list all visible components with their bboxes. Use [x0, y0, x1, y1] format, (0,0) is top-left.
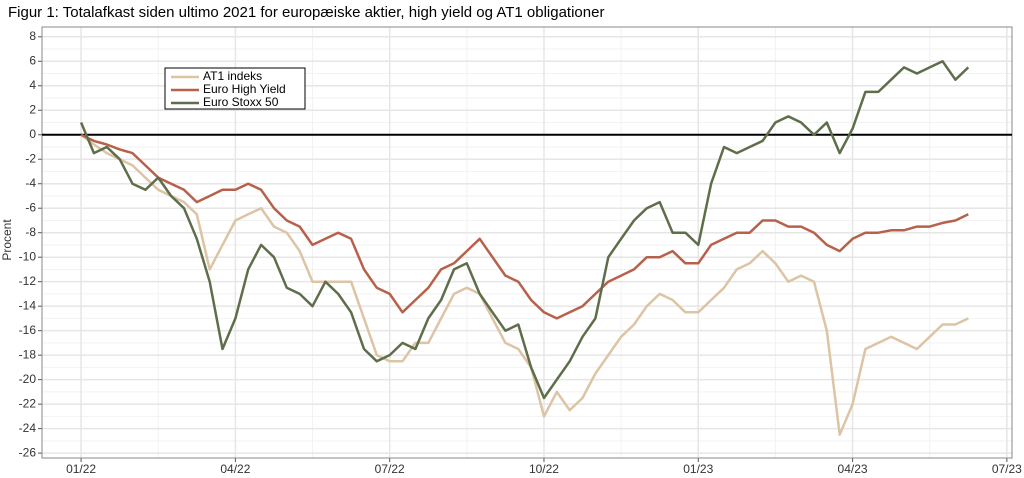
- y-tick-label: -2: [25, 151, 36, 165]
- y-tick-label: -12: [19, 274, 37, 288]
- y-tick-label: 8: [29, 29, 36, 43]
- legend-label: Euro Stoxx 50: [203, 95, 279, 109]
- y-tick-label: 4: [29, 78, 36, 92]
- x-tick-label: 10/22: [529, 462, 559, 476]
- y-tick-label: -20: [19, 372, 37, 386]
- y-tick-label: -26: [19, 445, 37, 459]
- y-tick-label: -24: [19, 421, 37, 435]
- y-tick-label: -10: [19, 249, 37, 263]
- lines: [79, 60, 970, 436]
- series-line: [80, 133, 969, 320]
- x-tick-label: 07/22: [375, 462, 405, 476]
- y-tick-label: -14: [19, 298, 37, 312]
- y-tick-label: -22: [19, 396, 37, 410]
- x-tick-label: 01/22: [66, 462, 96, 476]
- y-tick-label: -16: [19, 323, 37, 337]
- x-tick-label: 04/22: [220, 462, 250, 476]
- x-tick-label: 04/23: [838, 462, 868, 476]
- series-line: [80, 133, 969, 436]
- legend-label: Euro High Yield: [203, 82, 286, 96]
- y-axis-label: Procent: [0, 219, 14, 261]
- legend-label: AT1 indeks: [203, 69, 262, 83]
- y-tick-label: -6: [25, 200, 36, 214]
- x-tick-label: 01/23: [683, 462, 713, 476]
- plot-border: [41, 26, 1013, 459]
- x-tick-label: 07/23: [992, 462, 1022, 476]
- y-tick-label: 2: [29, 102, 36, 116]
- series-line: [79, 60, 970, 400]
- y-tick-label: -18: [19, 347, 37, 361]
- y-tick-label: -8: [25, 225, 36, 239]
- y-tick-label: 0: [29, 127, 36, 141]
- y-tick-label: 6: [29, 53, 36, 67]
- y-tick-label: -4: [25, 176, 36, 190]
- chart-title: Figur 1: Totalafkast siden ultimo 2021 f…: [8, 4, 604, 21]
